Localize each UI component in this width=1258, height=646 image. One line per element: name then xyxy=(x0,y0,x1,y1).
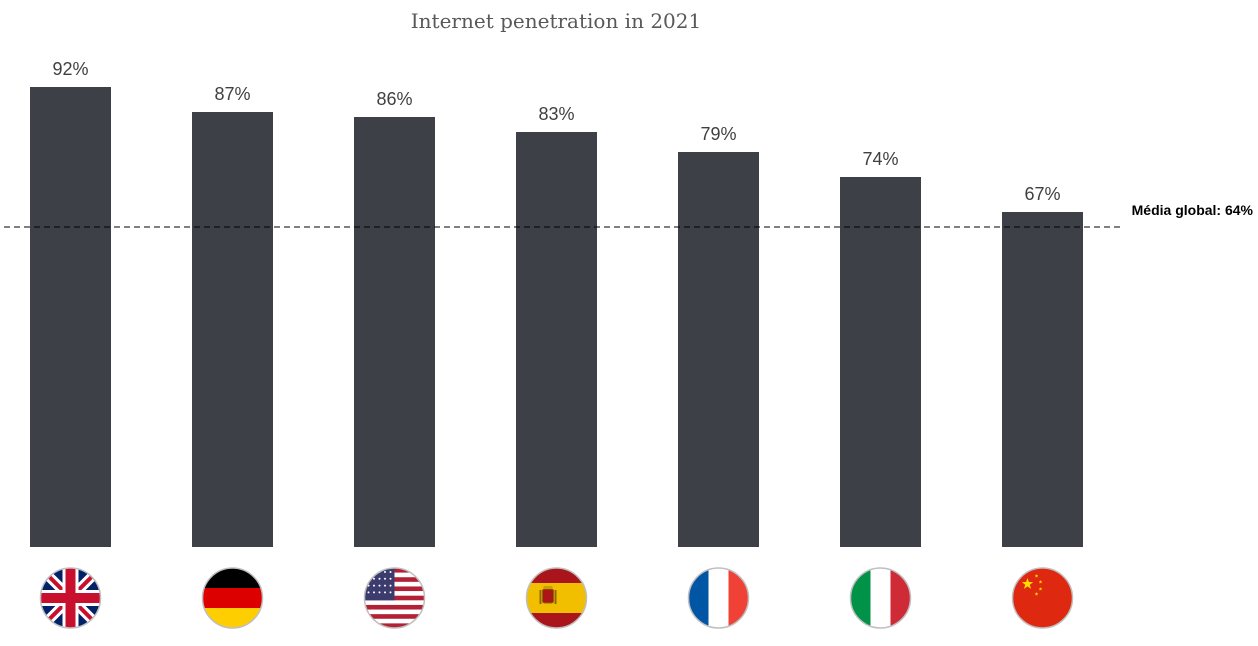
bar-china xyxy=(1002,212,1083,547)
bar-france xyxy=(678,152,759,547)
chart-title: Internet penetration in 2021 xyxy=(411,9,701,33)
global-average-label: Média global: 64% xyxy=(1132,202,1254,218)
china-flag-icon xyxy=(1011,567,1074,629)
italy-flag-icon xyxy=(849,567,912,629)
bar-uk xyxy=(30,87,111,547)
bar-germany xyxy=(192,112,273,547)
value-label-france: 79% xyxy=(700,124,736,144)
value-label-germany: 87% xyxy=(214,84,250,104)
bars-group xyxy=(30,87,1083,547)
value-label-italy: 74% xyxy=(862,149,898,169)
value-label-china: 67% xyxy=(1024,184,1060,204)
value-label-spain: 83% xyxy=(538,104,574,124)
bar-italy xyxy=(840,177,921,547)
usa-flag-icon xyxy=(363,567,426,629)
spain-flag-icon xyxy=(525,567,588,629)
flags-group xyxy=(39,567,1074,629)
bar-usa xyxy=(354,117,435,547)
value-labels-group: 92% 87% 86% 83% 79% 74% 67% xyxy=(52,59,1060,204)
germany-flag-icon xyxy=(201,567,264,629)
bar-spain xyxy=(516,132,597,547)
france-flag-icon xyxy=(687,567,750,629)
value-label-usa: 86% xyxy=(376,89,412,109)
uk-flag-icon xyxy=(39,567,102,629)
value-label-uk: 92% xyxy=(52,59,88,79)
